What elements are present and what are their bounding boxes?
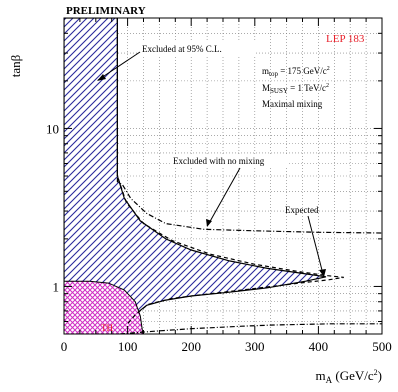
y-axis-label-symbol: β <box>8 54 23 61</box>
y-tick-label: 1 <box>53 279 60 294</box>
expected-arrowhead <box>319 269 326 277</box>
x-axis-label-unit-sup: 2 <box>374 368 378 377</box>
curve-dotdash-1 <box>116 18 382 234</box>
msusy-label: MSUSY = 1 TeV/c2 <box>262 83 329 95</box>
excluded-nomix-label-bg <box>170 154 288 166</box>
x-tick-label: 100 <box>118 339 138 354</box>
limit-curves <box>116 18 382 334</box>
x-tick-label: 0 <box>61 339 68 354</box>
excluded-95-arrowhead <box>97 74 106 81</box>
curve-dotdash-2 <box>119 323 382 334</box>
expected-label: Expected <box>285 205 319 215</box>
mtop-label: mtop = 175 GeV/c2 <box>262 66 330 78</box>
x-tick-label: 300 <box>245 339 265 354</box>
excluded-95-arrow <box>97 51 141 81</box>
theory-excluded-region <box>64 280 144 334</box>
mtop-value: = 175 GeV/c <box>278 66 327 76</box>
excluded-95-label: Excluded at 95% C.L. <box>142 44 222 54</box>
mtop-sub: top <box>269 70 278 78</box>
msusy-main: M <box>262 83 270 93</box>
expected-arrow <box>307 215 324 275</box>
mixing-label: Maximal mixing <box>262 99 323 109</box>
msusy-sub: SUSY <box>270 87 288 95</box>
plot-frame <box>63 17 383 335</box>
x-axis-label-unit: (GeV/c <box>332 368 374 383</box>
excluded-nomix-label: Excluded with no mixing <box>173 156 265 166</box>
curve-dashed-0 <box>116 18 344 325</box>
mtop-main: m <box>262 66 269 76</box>
excluded-nomix-arrowhead <box>206 219 212 227</box>
excluded-nomix-arrow <box>207 167 241 226</box>
lep-label: LEP 183 <box>326 33 365 45</box>
x-axis-label-close: ) <box>378 368 382 383</box>
msusy-value: = 1 TeV/c <box>288 83 326 93</box>
y-axis-label-main: tan <box>8 61 23 77</box>
excluded-95-region <box>64 18 327 329</box>
x-axis-label-main: m <box>316 368 326 383</box>
x-tick-label: 200 <box>181 339 201 354</box>
theory-label: TH <box>101 323 113 333</box>
x-axis-label-sub: A <box>326 375 333 385</box>
y-axis-label: tanβ <box>8 54 23 77</box>
mtop-sup: 2 <box>327 66 330 72</box>
annotations: Excluded at 95% C.L. Excluded with no mi… <box>97 42 326 333</box>
msusy-sup: 2 <box>326 83 329 89</box>
x-tick-label: 500 <box>372 339 392 354</box>
y-tick-label: 10 <box>46 121 59 136</box>
excluded-95-label-bg <box>138 42 256 55</box>
preliminary-header: PRELIMINARY <box>66 5 146 17</box>
x-axis-label: mA (GeV/c2) <box>316 368 382 385</box>
x-tick-label: 400 <box>309 339 329 354</box>
legend-box: LEP 183 mtop = 175 GeV/c2 MSUSY = 1 TeV/… <box>262 33 365 109</box>
excluded-regions <box>64 18 327 334</box>
